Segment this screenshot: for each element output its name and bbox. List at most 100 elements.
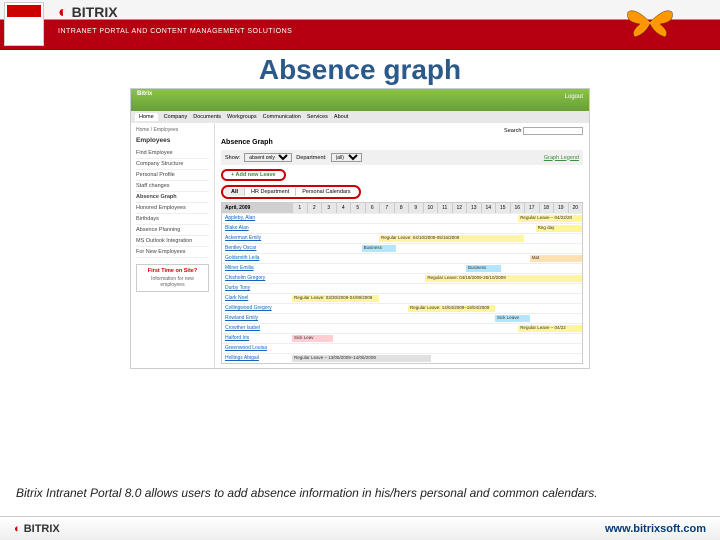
bar-track: Business <box>292 244 582 253</box>
employee-row: Milner Emilia Business <box>222 263 582 273</box>
absence-bar[interactable]: Regular Leave – 04/22/20 <box>518 215 582 222</box>
employee-name[interactable]: Chisholm Gregory <box>222 274 292 283</box>
absence-bar[interactable]: Sick Leav <box>292 335 333 342</box>
absence-bar[interactable]: Sick Leave <box>495 315 530 322</box>
nav-item[interactable]: Documents <box>193 114 221 120</box>
day-col: 6 <box>365 203 380 213</box>
employee-name[interactable]: Bentley Oscar <box>222 244 292 253</box>
nav-item[interactable]: Communication <box>263 114 301 120</box>
first-time-text: Information for new employees <box>140 276 205 288</box>
employee-row: Goldsmith Leila Mat <box>222 253 582 263</box>
first-time-box[interactable]: First Time on Site? Information for new … <box>136 264 209 292</box>
absence-bar[interactable]: Regular Leave – 04/22 <box>518 325 582 332</box>
search-input[interactable] <box>523 127 583 135</box>
employee-row: Clark NoelRegular Leave: 03/30/2009-04/0… <box>222 293 582 303</box>
employee-name[interactable]: Halford Iris <box>222 334 292 343</box>
employee-name[interactable]: Durby Tony <box>222 284 292 293</box>
employee-name[interactable]: Goldsmith Leila <box>222 254 292 263</box>
employee-name[interactable]: Greenwood Louisa <box>222 344 292 353</box>
absence-bar[interactable]: Reg day <box>536 225 582 232</box>
sidebar-item[interactable]: MS Outlook Integration <box>136 236 209 247</box>
bar-track: Regular Leave – 13/05/2009–14/06/2009 <box>292 354 582 363</box>
employee-name[interactable]: Rowland Emily <box>222 314 292 323</box>
filter-bar: Show: absent only Department: (all) Grap… <box>221 150 583 165</box>
employee-name[interactable]: Appleby, Alan <box>222 214 292 223</box>
employee-row: Rowland Emily Sick Leave <box>222 313 582 323</box>
panel-heading: Absence Graph <box>221 139 583 146</box>
day-col: 8 <box>394 203 409 213</box>
employee-name[interactable]: Clark Noel <box>222 294 292 303</box>
sidebar-item[interactable]: Find Employee <box>136 148 209 159</box>
absence-bar[interactable]: Regular Leave: 04/10/2009-05/16/2009 <box>379 235 524 242</box>
day-col: 15 <box>495 203 510 213</box>
tab[interactable]: HR Department <box>245 188 296 196</box>
absence-bar[interactable]: Regular Leave: 04/19/2009-25/10/2009 <box>425 275 582 282</box>
sidebar-item[interactable]: For New Employees <box>136 247 209 258</box>
employee-row: Collingwood Gregory Regular Leave: 14/04/… <box>222 303 582 313</box>
sidebar-heading: Employees <box>136 137 209 144</box>
day-col: 3 <box>321 203 336 213</box>
employee-row: Blake Alan Reg day <box>222 223 582 233</box>
add-leave-button[interactable]: Add new Leave <box>221 169 286 181</box>
sidebar-item[interactable]: Absence Graph <box>136 192 209 203</box>
sidebar-item[interactable]: Honored Employees <box>136 203 209 214</box>
day-col: 20 <box>568 203 583 213</box>
slide-title: Absence graph <box>0 54 720 86</box>
nav-item[interactable]: Home <box>135 113 158 121</box>
day-col: 5 <box>350 203 365 213</box>
bar-track <box>292 284 582 293</box>
day-col: 2 <box>307 203 322 213</box>
add-leave-wrap: Add new Leave <box>221 169 583 181</box>
bar-track: Mat <box>292 254 582 263</box>
bar-track: Regular Leave – 04/22/20 <box>292 214 582 223</box>
sidebar-item[interactable]: Absence Planning <box>136 225 209 236</box>
first-time-title: First Time on Site? <box>140 268 205 274</box>
sidebar-item[interactable]: Birthdays <box>136 214 209 225</box>
sidebar-item[interactable]: Personal Profile <box>136 170 209 181</box>
absence-bar[interactable]: Mat <box>530 255 582 262</box>
employee-row: Durby Tony <box>222 283 582 293</box>
employee-row: Appleby, Alan Regular Leave – 04/22/20 <box>222 213 582 223</box>
bar-track: Sick Leav <box>292 334 582 343</box>
day-col: 10 <box>423 203 438 213</box>
nav-item[interactable]: Services <box>307 114 328 120</box>
employee-name[interactable]: Hollings Abigail <box>222 354 292 363</box>
show-select[interactable]: absent only <box>244 153 292 162</box>
sidebar-item[interactable]: Staff changes <box>136 181 209 192</box>
absence-bar[interactable]: Regular Leave – 13/05/2009–14/06/2009 <box>292 355 431 362</box>
tab[interactable]: Personal Calendars <box>296 188 356 196</box>
slide-footer: BITRIX www.bitrixsoft.com <box>0 516 720 540</box>
tab[interactable]: All <box>225 188 245 196</box>
nav-item[interactable]: Company <box>164 114 188 120</box>
brand-logo: BITRIX <box>58 4 118 22</box>
month-label[interactable]: April, 2009 <box>222 203 292 213</box>
day-col: 19 <box>553 203 568 213</box>
employee-row: Chisholm Gregory Regular Leave: 04/19/200… <box>222 273 582 283</box>
employee-name[interactable]: Blake Alan <box>222 224 292 233</box>
logout-link[interactable]: Logout <box>565 94 583 100</box>
day-col: 17 <box>524 203 539 213</box>
employee-name[interactable]: Crowther Isabel <box>222 324 292 333</box>
employee-name[interactable]: Milner Emilia <box>222 264 292 273</box>
nav-item[interactable]: Workgroups <box>227 114 257 120</box>
day-col: 9 <box>408 203 423 213</box>
absence-bar[interactable]: Regular Leave: 03/30/2009-04/09/2009 <box>292 295 379 302</box>
sidebar: Home / Employees Employees Find Employee… <box>131 123 215 368</box>
breadcrumb: Home / Employees <box>136 127 209 133</box>
absence-bar[interactable]: Regular Leave: 14/04/2009–19/04/2009 <box>408 305 495 312</box>
bar-track: Regular Leave: 04/10/2009-05/16/2009 <box>292 234 582 243</box>
dept-select[interactable]: (all) <box>331 153 362 162</box>
day-col: 16 <box>510 203 525 213</box>
sidebar-item[interactable]: Company Structure <box>136 159 209 170</box>
bar-track <box>292 344 582 353</box>
nav-item[interactable]: About <box>334 114 348 120</box>
absence-bar[interactable]: Business <box>362 245 397 252</box>
product-box-icon <box>4 2 44 46</box>
day-col: 4 <box>336 203 351 213</box>
legend-link[interactable]: Graph Legend <box>544 155 579 161</box>
employee-name[interactable]: Ackerman Emily <box>222 234 292 243</box>
absence-bar[interactable]: Business <box>466 265 501 272</box>
employee-row: Ackerman Emily Regular Leave: 04/10/2009-… <box>222 233 582 243</box>
slide-header: BITRIX INTRANET PORTAL AND CONTENT MANAG… <box>0 0 720 50</box>
employee-name[interactable]: Collingwood Gregory <box>222 304 292 313</box>
